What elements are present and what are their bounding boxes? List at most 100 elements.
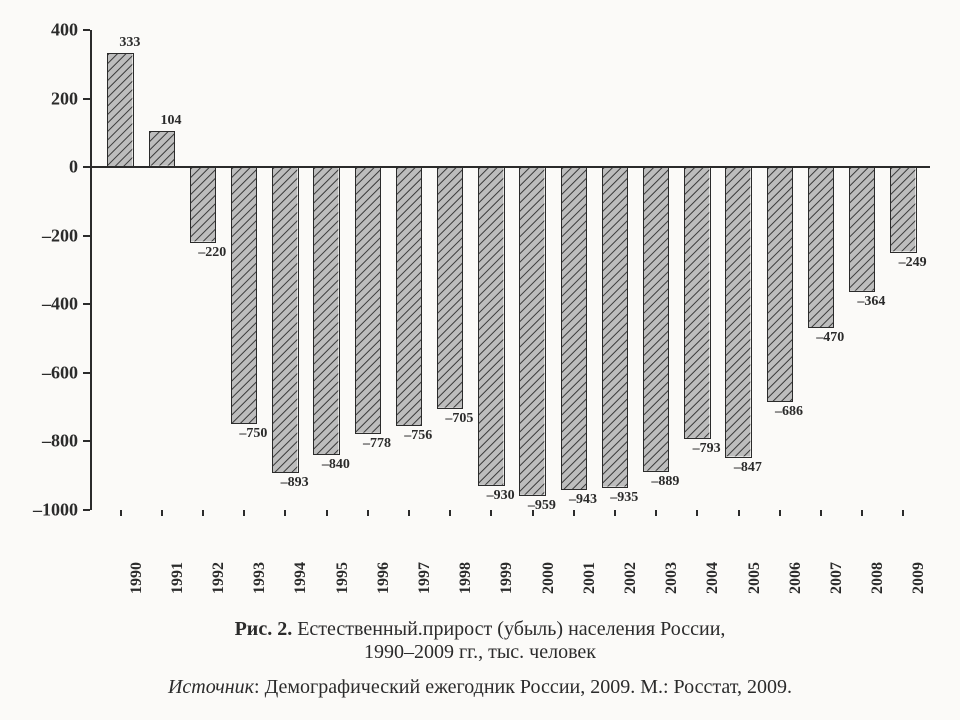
x-tick-label: 1996 xyxy=(375,562,393,594)
x-tick xyxy=(120,510,122,516)
x-tick xyxy=(573,510,575,516)
bar-value-label: –705 xyxy=(445,411,473,427)
bar xyxy=(437,167,463,409)
x-tick xyxy=(243,510,245,516)
bar-hatch xyxy=(644,168,668,471)
x-tick-label: 1992 xyxy=(210,562,228,594)
bar-value-label: –686 xyxy=(775,404,803,420)
bar xyxy=(849,167,875,292)
bar-hatch xyxy=(150,132,174,166)
y-tick-label: –200 xyxy=(0,225,78,246)
caption-line1: Естественный.прирост (убыль) населения Р… xyxy=(292,618,725,640)
bar-hatch xyxy=(726,168,750,456)
x-tick-label: 1998 xyxy=(457,562,475,594)
bar-hatch xyxy=(397,168,421,425)
bar-value-label: 104 xyxy=(161,113,182,129)
y-tick xyxy=(83,29,90,31)
bar xyxy=(725,167,751,457)
bar-hatch xyxy=(520,168,544,495)
x-tick-label: 1990 xyxy=(128,562,146,594)
bar xyxy=(602,167,628,488)
y-tick xyxy=(83,166,90,168)
bar-hatch xyxy=(356,168,380,433)
bar-value-label: –364 xyxy=(857,294,885,310)
bar-value-label: –220 xyxy=(198,245,226,261)
bar xyxy=(272,167,298,473)
bar-value-label: –793 xyxy=(693,441,721,457)
x-tick-label: 1994 xyxy=(292,562,310,594)
x-tick-label: 2002 xyxy=(622,562,640,594)
bar-hatch xyxy=(191,168,215,241)
bar-value-label: –249 xyxy=(899,255,927,271)
bar xyxy=(190,167,216,242)
x-tick-label: 1995 xyxy=(334,562,352,594)
x-tick-label: 1993 xyxy=(251,562,269,594)
bar-value-label: –840 xyxy=(322,457,350,473)
bar-value-label: 333 xyxy=(119,35,140,51)
y-tick-label: –1000 xyxy=(0,500,78,521)
bar xyxy=(767,167,793,402)
bar xyxy=(107,53,133,167)
x-tick-label: 1997 xyxy=(416,562,434,594)
bar xyxy=(561,167,587,490)
x-tick xyxy=(738,510,740,516)
caption-line2: 1990–2009 гг., тыс. человек xyxy=(364,641,596,663)
bar-value-label: –889 xyxy=(651,474,679,490)
caption-prefix: Рис. 2. xyxy=(235,618,293,640)
bar xyxy=(890,167,916,252)
chart-figure: 4002000–200–400–600–800–1000333199010419… xyxy=(0,0,960,720)
y-tick xyxy=(83,98,90,100)
bar xyxy=(396,167,422,426)
y-tick-label: –600 xyxy=(0,362,78,383)
y-axis xyxy=(90,30,92,510)
bar-value-label: –847 xyxy=(734,460,762,476)
bar-value-label: –935 xyxy=(610,490,638,506)
x-tick xyxy=(284,510,286,516)
bar-hatch xyxy=(685,168,709,438)
x-tick xyxy=(655,510,657,516)
bar-hatch xyxy=(479,168,503,485)
y-tick-label: –400 xyxy=(0,294,78,315)
x-tick-label: 2009 xyxy=(910,562,928,594)
y-tick-label: 0 xyxy=(0,157,78,178)
source-text: : Демографический ежегодник России, 2009… xyxy=(254,676,792,698)
figure-source: Источник: Демографический ежегодник Росс… xyxy=(0,676,960,699)
y-tick xyxy=(83,235,90,237)
x-tick xyxy=(408,510,410,516)
x-tick-label: 2006 xyxy=(787,562,805,594)
x-tick xyxy=(326,510,328,516)
figure-caption: Рис. 2. Естественный.прирост (убыль) нас… xyxy=(0,618,960,664)
bar-hatch xyxy=(438,168,462,408)
bar xyxy=(808,167,834,328)
x-tick xyxy=(902,510,904,516)
y-tick xyxy=(83,303,90,305)
bar xyxy=(313,167,339,455)
x-tick xyxy=(779,510,781,516)
y-tick-label: 200 xyxy=(0,88,78,109)
x-tick xyxy=(490,510,492,516)
bar-hatch xyxy=(891,168,915,251)
x-tick-label: 2005 xyxy=(746,562,764,594)
bar-hatch xyxy=(273,168,297,472)
bar-value-label: –470 xyxy=(816,330,844,346)
bar xyxy=(149,131,175,167)
bar-hatch xyxy=(850,168,874,291)
bar-hatch xyxy=(562,168,586,489)
x-tick xyxy=(449,510,451,516)
x-tick-label: 1999 xyxy=(498,562,516,594)
bar-value-label: –778 xyxy=(363,436,391,452)
x-tick xyxy=(161,510,163,516)
source-prefix: Источник xyxy=(168,676,254,698)
x-tick xyxy=(614,510,616,516)
y-tick xyxy=(83,440,90,442)
bar-value-label: –930 xyxy=(487,488,515,504)
x-tick-label: 1991 xyxy=(169,562,187,594)
x-tick xyxy=(202,510,204,516)
bar xyxy=(231,167,257,424)
x-tick-label: 2001 xyxy=(581,562,599,594)
x-tick-label: 2004 xyxy=(704,562,722,594)
plot-area: 4002000–200–400–600–800–1000333199010419… xyxy=(90,30,930,510)
bar-hatch xyxy=(108,54,132,166)
y-tick-label: 400 xyxy=(0,20,78,41)
x-tick xyxy=(861,510,863,516)
